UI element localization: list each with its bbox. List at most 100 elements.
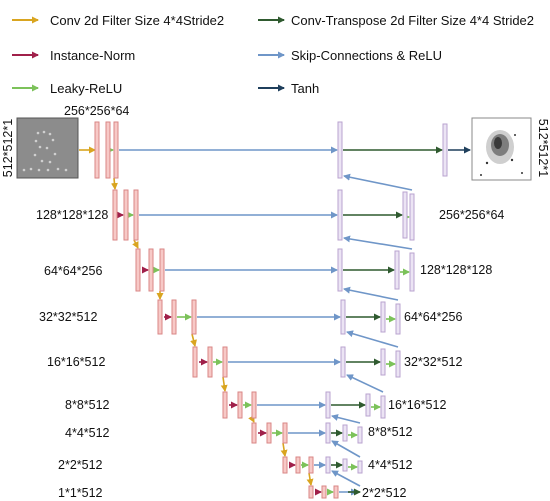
input-size-label: 512*512*1 <box>1 119 15 177</box>
decoder-block-2-1 <box>409 252 415 292</box>
encoder-size-label-0: 256*256*64 <box>64 104 129 118</box>
decoder-size-label-0: 256*256*64 <box>439 208 504 222</box>
bottleneck-up-arrow <box>331 470 361 487</box>
encoder-size-label-6: 4*4*512 <box>65 426 110 440</box>
decoder-block-1-0 <box>402 191 408 239</box>
input-image <box>16 117 79 179</box>
decoder-block-2-0 <box>394 250 400 290</box>
conv-down-arrow-1 <box>132 239 139 249</box>
decoder-size-label-6: 4*4*512 <box>368 458 413 472</box>
conv-down-arrow-0 <box>110 177 118 190</box>
encoder-block-5-act <box>251 391 257 419</box>
decoder-concat-block-2 <box>337 248 343 292</box>
legend-deconv-label: Conv-Transpose 2d Filter Size 4*4 Stride… <box>291 13 534 28</box>
encoder-size-label-3: 32*32*512 <box>39 310 97 324</box>
encoder-size-label-8: 1*1*512 <box>58 486 103 500</box>
encoder-block-0-act <box>113 121 119 179</box>
decoder-block-6-0 <box>342 424 348 442</box>
decoder-block-7-1 <box>357 460 363 474</box>
decoder-size-label-1: 128*128*128 <box>420 263 492 277</box>
decoder-size-label-5: 8*8*512 <box>368 425 413 439</box>
encoder-block-6-conv <box>251 422 257 444</box>
decoder-concat-block-5 <box>325 391 331 419</box>
conv-down-arrow-7 <box>306 472 314 486</box>
decoder-block-3-0 <box>380 301 386 333</box>
decoder-block-6-1 <box>357 426 363 444</box>
up-arrow-4 <box>346 374 384 393</box>
conv-down-arrow-4 <box>220 376 228 392</box>
decoder-size-label-3: 32*32*512 <box>404 355 462 369</box>
up-arrow-3 <box>346 330 399 348</box>
conv-down-arrow-5 <box>248 415 255 423</box>
encoder-block-1-act <box>133 189 139 241</box>
encoder-block-2-act <box>159 248 165 292</box>
legend-skip-label: Skip-Connections & ReLU <box>291 48 442 63</box>
encoder-block-4-conv <box>192 346 198 378</box>
output-size-label: 512*512*1 <box>536 119 550 177</box>
encoder-block-7-conv <box>282 456 288 474</box>
legend-instnorm-label: Instance-Norm <box>50 48 135 63</box>
up-arrow-1 <box>343 235 413 250</box>
decoder-block-4-1 <box>395 350 401 378</box>
encoder-block-7-act <box>308 456 314 474</box>
encoder-block-8-norm <box>321 485 327 499</box>
encoder-block-2-norm <box>148 248 154 292</box>
encoder-size-label-5: 8*8*512 <box>65 398 110 412</box>
decoder-block-7-0 <box>342 458 348 472</box>
encoder-block-3-norm <box>171 299 177 335</box>
encoder-block-1-norm <box>123 189 129 241</box>
network-flow <box>79 146 471 496</box>
decoder-block-5-0 <box>365 393 371 417</box>
decoder-block-4-0 <box>380 348 386 376</box>
legend-instnorm: Instance-Norm <box>12 48 135 63</box>
encoder-block-4-norm <box>207 346 213 378</box>
encoder-block-3-conv <box>157 299 163 335</box>
encoder-block-6-act <box>282 422 288 444</box>
legend-leaky-label: Leaky-ReLU <box>50 81 122 96</box>
decoder-concat-block-7 <box>325 456 331 474</box>
encoder-block-4-act <box>222 346 228 378</box>
encoder-block-1-conv <box>112 189 118 241</box>
encoder-size-label-7: 2*2*512 <box>58 458 103 472</box>
decoder-block-0-0 <box>442 123 448 177</box>
up-arrow-6 <box>331 440 361 458</box>
decoder-block-5-1 <box>380 395 386 419</box>
encoder-block-7-norm <box>295 456 301 474</box>
legend: Conv 2d Filter Size 4*4Stride2 Conv-Tran… <box>12 13 534 96</box>
encoder-block-2-conv <box>135 248 141 292</box>
encoder-block-0-norm <box>105 121 111 179</box>
encoder-block-0-conv <box>94 121 100 179</box>
encoder-block-5-norm <box>237 391 243 419</box>
decoder-concat-block-6 <box>325 422 331 444</box>
decoder-block-1-1 <box>409 193 415 241</box>
encoder-size-label-4: 16*16*512 <box>47 355 105 369</box>
decoder-size-label-7: 2*2*512 <box>362 486 407 500</box>
legend-leaky: Leaky-ReLU <box>12 81 122 96</box>
encoder-block-8-conv <box>308 485 314 499</box>
encoder-block-6-norm <box>266 422 272 444</box>
legend-conv-label: Conv 2d Filter Size 4*4Stride2 <box>50 13 224 28</box>
decoder-concat-block-0 <box>337 121 343 179</box>
legend-tanh: Tanh <box>258 81 319 96</box>
conv-down-arrow-6 <box>280 442 288 457</box>
legend-conv: Conv 2d Filter Size 4*4Stride2 <box>12 13 224 28</box>
legend-tanh-label: Tanh <box>291 81 319 96</box>
encoder-size-label-2: 64*64*256 <box>44 264 102 278</box>
decoder-concat-block-3 <box>340 299 346 335</box>
up-arrow-0 <box>343 173 413 191</box>
decoder-block-3-1 <box>395 303 401 335</box>
encoder-block-8-act <box>333 485 339 499</box>
decoder-size-label-4: 16*16*512 <box>388 398 446 412</box>
legend-skip: Skip-Connections & ReLU <box>258 48 442 63</box>
conv-down-arrow-3 <box>190 333 197 347</box>
decoder-size-label-2: 64*64*256 <box>404 310 462 324</box>
legend-deconv: Conv-Transpose 2d Filter Size 4*4 Stride… <box>258 13 534 28</box>
size-labels: 256*256*64 128*128*128 64*64*256 32*32*512 1… <box>36 104 504 500</box>
up-arrow-5 <box>331 414 361 424</box>
encoder-size-label-1: 128*128*128 <box>36 208 108 222</box>
up-arrow-2 <box>343 286 399 301</box>
encoder-block-5-conv <box>222 391 228 419</box>
decoder-concat-block-4 <box>340 346 346 378</box>
output-image <box>471 117 532 181</box>
